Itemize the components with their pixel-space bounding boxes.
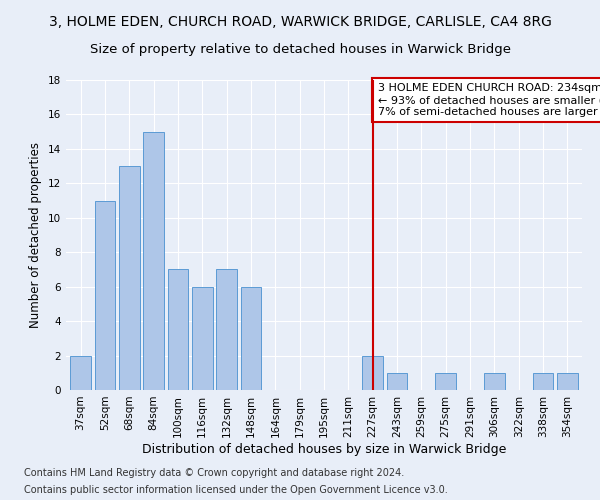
Bar (533, 373, 553, 390)
Text: Size of property relative to detached houses in Warwick Bridge: Size of property relative to detached ho… (89, 42, 511, 56)
X-axis label: Distribution of detached houses by size in Warwick Bridge: Distribution of detached houses by size … (142, 442, 506, 456)
Text: 3, HOLME EDEN, CHURCH ROAD, WARWICK BRIDGE, CARLISLE, CA4 8RG: 3, HOLME EDEN, CHURCH ROAD, WARWICK BRID… (49, 15, 551, 29)
Bar (557, 373, 578, 390)
Bar (484, 373, 505, 390)
Bar (192, 286, 212, 390)
Bar (95, 200, 115, 390)
Bar (386, 373, 407, 390)
Bar (143, 132, 164, 390)
Y-axis label: Number of detached properties: Number of detached properties (29, 142, 43, 328)
Text: 3 HOLME EDEN CHURCH ROAD: 234sqm
← 93% of detached houses are smaller (68)
7% of: 3 HOLME EDEN CHURCH ROAD: 234sqm ← 93% o… (377, 84, 600, 116)
Bar (167, 270, 188, 390)
Bar (362, 356, 383, 390)
Bar (216, 270, 237, 390)
Bar (436, 373, 456, 390)
Bar (119, 166, 140, 390)
Text: Contains HM Land Registry data © Crown copyright and database right 2024.: Contains HM Land Registry data © Crown c… (24, 468, 404, 477)
Bar (241, 286, 262, 390)
Text: Contains public sector information licensed under the Open Government Licence v3: Contains public sector information licen… (24, 485, 448, 495)
Bar (70, 356, 91, 390)
